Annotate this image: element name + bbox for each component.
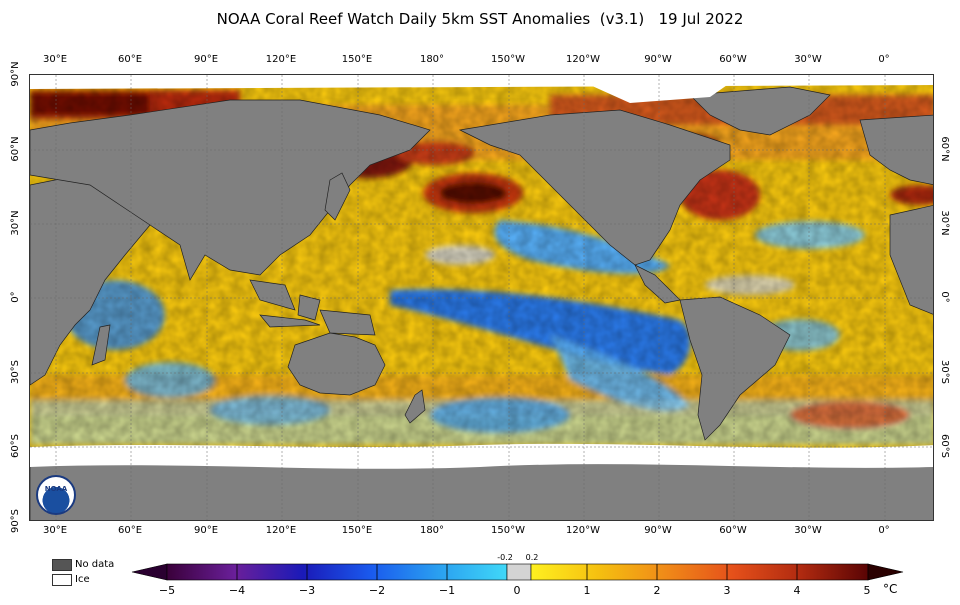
- colorbar-tick: −5: [158, 584, 176, 597]
- noaa-logo: NOAA: [36, 475, 76, 515]
- lon-label-top: 90°W: [644, 54, 672, 65]
- colorbar-unit: °C: [883, 582, 898, 596]
- lat-label-right: 30°S: [939, 359, 950, 385]
- lon-label-bottom: 150°W: [491, 525, 525, 536]
- lon-label-top: 150°E: [341, 54, 373, 65]
- lon-label-bottom: 60°W: [719, 525, 747, 536]
- lat-label-left: 90°S: [10, 508, 21, 534]
- ice-label: Ice: [75, 574, 90, 585]
- ice-swatch: [52, 574, 72, 586]
- lat-label-right: 0°: [939, 291, 950, 303]
- map-title: NOAA Coral Reef Watch Daily 5km SST Anom…: [216, 10, 744, 28]
- colorbar-near-zero-pos: 0.2: [525, 553, 539, 562]
- lon-label-top: 150°W: [491, 54, 525, 65]
- lon-label-top: 60°W: [719, 54, 747, 65]
- colorbar-tick: 3: [723, 584, 731, 597]
- lon-label-bottom: 0°: [878, 525, 890, 536]
- lon-label-bottom: 120°E: [265, 525, 297, 536]
- lon-label-top: 120°E: [265, 54, 297, 65]
- colorbar-tick: −2: [368, 584, 386, 597]
- lat-label-left: 30°S: [10, 359, 21, 385]
- lat-label-left: 60°S: [10, 433, 21, 459]
- lat-label-left: 90°N: [10, 61, 21, 87]
- lon-label-bottom: 150°E: [341, 525, 373, 536]
- lon-label-bottom: 180°: [419, 525, 445, 536]
- lon-label-top: 30°E: [42, 54, 68, 65]
- no-data-swatch: [52, 559, 72, 571]
- graticule: [30, 75, 933, 520]
- colorbar-tick: 2: [653, 584, 661, 597]
- lon-label-top: 30°W: [794, 54, 822, 65]
- lon-label-top: 120°W: [566, 54, 600, 65]
- lat-label-right: 30°N: [939, 210, 950, 236]
- colorbar-tick: −1: [438, 584, 456, 597]
- lon-label-top: 0°: [878, 54, 890, 65]
- colorbar-tick: 4: [793, 584, 801, 597]
- sea-ice: [30, 75, 933, 469]
- lon-label-top: 180°: [419, 54, 445, 65]
- colorbar-tick: −4: [228, 584, 246, 597]
- colorbar-tick: −3: [298, 584, 316, 597]
- lat-label-left: 30°N: [10, 210, 21, 236]
- lon-label-top: 60°E: [117, 54, 143, 65]
- lon-label-bottom: 90°E: [193, 525, 219, 536]
- lat-label-left: 60°N: [10, 136, 21, 162]
- lon-label-bottom: 30°W: [794, 525, 822, 536]
- lat-label-right: 60°N: [939, 136, 950, 162]
- no-data-label: No data: [75, 559, 115, 570]
- lat-label-left: 0°: [10, 291, 21, 303]
- lon-label-bottom: 90°W: [644, 525, 672, 536]
- noaa-logo-text: NOAA: [44, 485, 68, 493]
- colorbar-near-zero-neg: -0.2: [497, 553, 513, 562]
- lon-label-bottom: 30°E: [42, 525, 68, 536]
- colorbar: [131, 563, 904, 581]
- colorbar-tick: 1: [583, 584, 591, 597]
- sst-anomaly-map: NOAA: [29, 74, 934, 521]
- lon-label-top: 90°E: [193, 54, 219, 65]
- lon-label-bottom: 120°W: [566, 525, 600, 536]
- colorbar-tick: 0: [513, 584, 521, 597]
- land: [30, 86, 933, 520]
- lat-label-right: 60°S: [939, 433, 950, 459]
- colorbar-tick: 5: [863, 584, 871, 597]
- lon-label-bottom: 60°E: [117, 525, 143, 536]
